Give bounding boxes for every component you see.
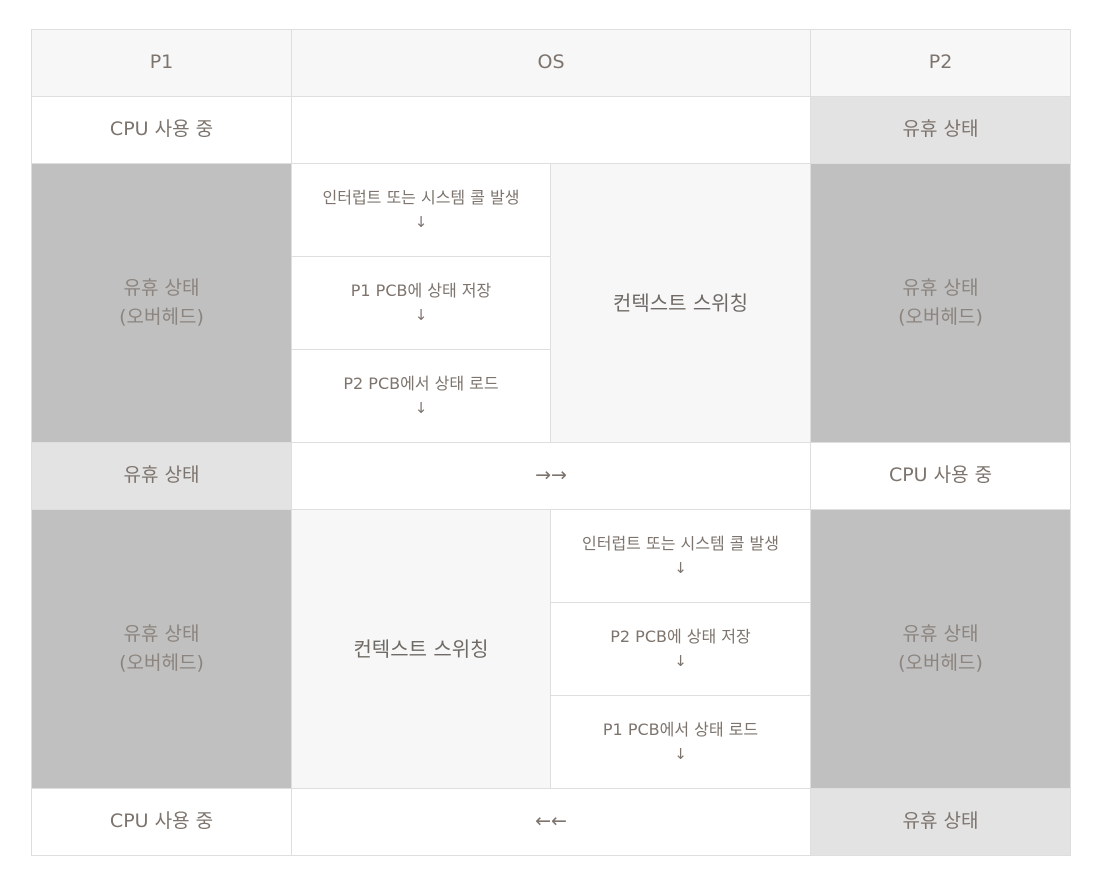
p1-idle-overhead-1-line2: (오버헤드): [119, 306, 204, 328]
p1-idle-overhead-2-line2: (오버헤드): [119, 652, 204, 674]
header-os: OS: [290, 29, 812, 97]
switch1-step-3: P2 PCB에서 상태 로드 ↓: [291, 349, 551, 443]
switch1-step-2: P1 PCB에 상태 저장 ↓: [291, 256, 551, 350]
context-switch-table: P1 OS P2 CPU 사용 중 유휴 상태 유휴 상태 (오버헤드) 인터럽…: [31, 29, 1072, 856]
p1-idle-overhead-1-line1: 유휴 상태: [123, 276, 200, 299]
switch1-step-2-text: P1 PCB에 상태 저장: [350, 280, 492, 300]
down-arrow-icon: ↓: [414, 212, 428, 231]
switch2-step-2-text: P2 PCB에 상태 저장: [610, 626, 751, 646]
p2-idle-overhead-2-line2: (오버헤드): [898, 652, 983, 674]
p2-cpu-in-use: CPU 사용 중: [810, 442, 1072, 510]
context-switch-label-2: 컨텍스트 스위칭: [291, 509, 551, 789]
switch1-step-1: 인터럽트 또는 시스템 콜 발생 ↓: [291, 163, 551, 257]
p1-cpu-in-use-again: CPU 사용 중: [31, 788, 292, 856]
down-arrow-icon: ↓: [674, 558, 687, 577]
switch1-step-1-row: 유휴 상태 (오버헤드) 인터럽트 또는 시스템 콜 발생 ↓ 컨텍스트 스위칭…: [31, 163, 1072, 443]
p2-idle-overhead-2-line1: 유휴 상태: [902, 622, 979, 645]
switch2-step-3-row: P1 PCB에서 상태 로드 ↓: [32, 695, 1071, 789]
p1-idle-overhead-2-line1: 유휴 상태: [123, 622, 200, 645]
p1-idle-overhead-1: 유휴 상태 (오버헤드): [31, 163, 292, 443]
p2-idle-overhead-1: 유휴 상태 (오버헤드): [810, 163, 1072, 443]
p2-idle-again: 유휴 상태: [810, 788, 1072, 856]
p2-idle: 유휴 상태: [810, 96, 1072, 164]
left-arrows-icon: ←←: [290, 788, 812, 856]
switch2-step-3: P1 PCB에서 상태 로드 ↓: [549, 695, 812, 789]
switch2-step-1-row: 유휴 상태 (오버헤드) 컨텍스트 스위칭 인터럽트 또는 시스템 콜 발생 ↓…: [31, 509, 1072, 789]
os-empty-cell: [290, 96, 812, 164]
switch2-step-2-row: P2 PCB에 상태 저장 ↓: [32, 602, 1071, 696]
header-p2: P2: [810, 29, 1072, 97]
switch1-step-2-row: P1 PCB에 상태 저장 ↓: [32, 256, 1071, 350]
context-switch-label-1: 컨텍스트 스위칭: [549, 163, 812, 443]
switch1-step-1-text: 인터럽트 또는 시스템 콜 발생: [322, 187, 520, 207]
p2-idle-overhead-1-line2: (오버헤드): [898, 306, 983, 328]
switch2-step-1: 인터럽트 또는 시스템 콜 발생 ↓: [549, 509, 812, 603]
p1-idle: 유휴 상태: [31, 442, 292, 510]
p2-idle-overhead-1-line1: 유휴 상태: [902, 276, 979, 299]
p1-idle-overhead-2: 유휴 상태 (오버헤드): [31, 509, 292, 789]
down-arrow-icon: ↓: [414, 398, 428, 417]
down-arrow-icon: ↓: [674, 744, 687, 763]
down-arrow-icon: ↓: [674, 651, 687, 670]
switch2-step-2: P2 PCB에 상태 저장 ↓: [549, 602, 812, 696]
switch2-step-3-text: P1 PCB에서 상태 로드: [602, 719, 759, 739]
row-p2-running: 유휴 상태 →→ CPU 사용 중: [31, 442, 1072, 510]
row-p1-running-again: CPU 사용 중 ←← 유휴 상태: [31, 788, 1072, 856]
row-p1-running: CPU 사용 중 유휴 상태: [31, 96, 1072, 164]
right-arrows-icon: →→: [290, 442, 812, 510]
switch1-step-3-text: P2 PCB에서 상태 로드: [343, 373, 499, 393]
header-p1: P1: [31, 29, 292, 97]
switch2-step-1-text: 인터럽트 또는 시스템 콜 발생: [582, 533, 779, 553]
switch1-step-3-row: P2 PCB에서 상태 로드 ↓: [32, 349, 1071, 443]
header-row: P1 OS P2: [31, 29, 1072, 97]
p1-cpu-in-use: CPU 사용 중: [31, 96, 292, 164]
p2-idle-overhead-2: 유휴 상태 (오버헤드): [810, 509, 1072, 789]
down-arrow-icon: ↓: [414, 305, 428, 324]
